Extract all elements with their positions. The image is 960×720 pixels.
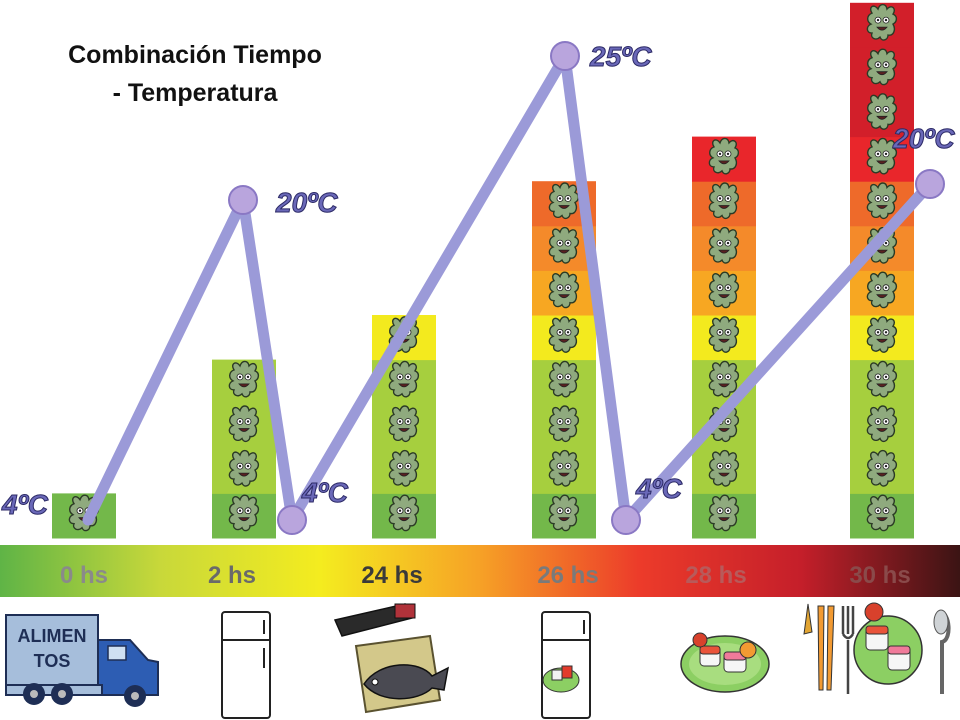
temperature-point-marker bbox=[611, 505, 641, 535]
bacteria-icon bbox=[708, 449, 740, 487]
bacteria-icon bbox=[866, 316, 898, 353]
time-label: 30 hs bbox=[849, 562, 910, 589]
bacteria-icon bbox=[548, 405, 580, 443]
bacteria-icon bbox=[866, 182, 898, 220]
diagram-title: Combinación Tiempo - Temperatura bbox=[40, 36, 350, 112]
bacteria-icon bbox=[866, 271, 898, 309]
bacteria-icon bbox=[388, 405, 420, 443]
bacteria-icon bbox=[866, 449, 898, 487]
temperature-label: 4ºC bbox=[1, 489, 49, 520]
temperature-label: 25ºC bbox=[589, 41, 652, 72]
temperature-labels: 4ºC 20ºC 4ºC 25ºC 4ºC 20ºC bbox=[1, 41, 956, 521]
time-labels: 0 hs 2 hs 24 hs 26 hs 28 hs 30 hs bbox=[60, 562, 911, 589]
bacteria-icon bbox=[388, 494, 420, 532]
sushi-plate-with-cutlery-icon bbox=[803, 602, 951, 694]
bacteria-icon bbox=[708, 226, 740, 264]
truck-text-line-2: TOS bbox=[34, 651, 71, 671]
bacteria-icon bbox=[708, 494, 740, 532]
bar-28hs bbox=[692, 136, 756, 539]
bar-24hs bbox=[372, 315, 436, 539]
bacteria-icon bbox=[548, 449, 580, 487]
time-label: 26 hs bbox=[537, 562, 598, 589]
bacteria-icon bbox=[548, 226, 580, 264]
truck-text-line-1: ALIMEN bbox=[18, 626, 87, 646]
bacteria-icon bbox=[548, 316, 580, 353]
temperature-label: 4ºC bbox=[301, 477, 349, 508]
temperature-curve bbox=[82, 41, 945, 535]
bar-2hs bbox=[212, 359, 276, 539]
temperature-point-marker bbox=[550, 41, 580, 71]
bacteria-icon bbox=[708, 360, 740, 398]
temperature-label: 20ºC bbox=[892, 123, 955, 154]
temperature-label: 4ºC bbox=[635, 473, 683, 504]
bars-layer bbox=[52, 2, 914, 539]
timeline-gradient-bar bbox=[0, 545, 960, 597]
temperature-point-marker bbox=[915, 169, 945, 199]
bacteria-icon bbox=[548, 182, 580, 220]
time-label: 2 hs bbox=[208, 562, 256, 589]
temperature-point-marker bbox=[228, 185, 258, 215]
bacteria-icon bbox=[708, 137, 740, 175]
refrigerator-icon bbox=[221, 611, 271, 719]
refrigerator-with-food-icon bbox=[541, 611, 591, 719]
bacteria-icon bbox=[866, 48, 898, 86]
title-line-1: Combinación Tiempo bbox=[68, 41, 322, 69]
time-label: 24 hs bbox=[361, 562, 422, 589]
time-label: 28 hs bbox=[685, 562, 746, 589]
bacteria-icon bbox=[228, 494, 260, 532]
bacteria-icon bbox=[228, 360, 260, 398]
bacteria-icon bbox=[388, 449, 420, 487]
bacteria-icon bbox=[708, 182, 740, 220]
bacteria-icon bbox=[708, 316, 740, 353]
bacteria-icon bbox=[866, 3, 898, 41]
bacteria-icon bbox=[388, 360, 420, 398]
bacteria-icon bbox=[228, 405, 260, 443]
delivery-truck-icon: ALIMEN TOS bbox=[5, 614, 159, 707]
bacteria-icon bbox=[548, 360, 580, 398]
bacteria-icon bbox=[708, 271, 740, 309]
temperature-line bbox=[82, 50, 936, 526]
bar-30hs bbox=[850, 2, 914, 539]
bacteria-icon bbox=[866, 360, 898, 398]
bacteria-icon bbox=[548, 271, 580, 309]
title-line-2: - Temperatura bbox=[112, 79, 278, 107]
bacteria-icon bbox=[548, 494, 580, 532]
temperature-point-marker bbox=[277, 505, 307, 535]
temperature-label: 20ºC bbox=[275, 187, 338, 218]
sushi-plate-icon bbox=[680, 632, 770, 693]
fish-board-icon bbox=[333, 603, 450, 714]
bacteria-icon bbox=[228, 449, 260, 487]
bacteria-icon bbox=[866, 405, 898, 443]
time-label: 0 hs bbox=[60, 562, 108, 589]
bacteria-icon bbox=[866, 494, 898, 532]
